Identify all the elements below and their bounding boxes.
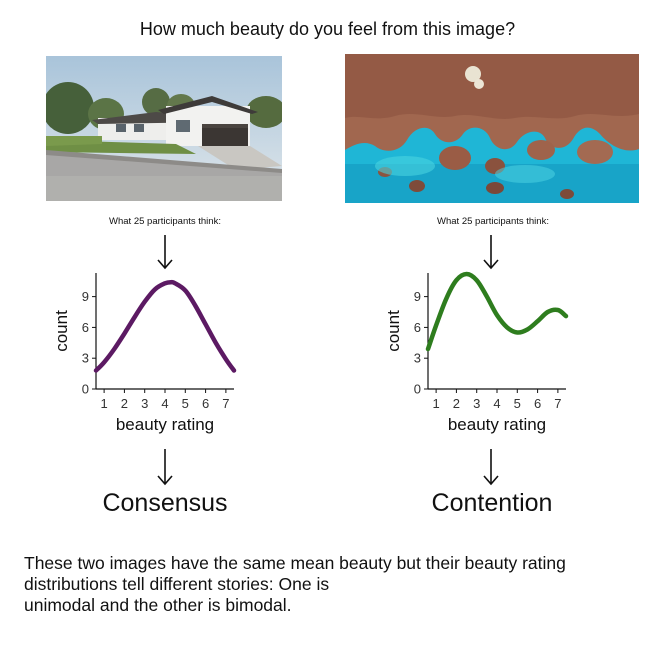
page-title: How much beauty do you feel from this im…: [139, 19, 516, 39]
x-axis-title: beauty rating: [116, 415, 214, 434]
explanation-line-1: These two images have the same mean beau…: [24, 553, 566, 573]
y-tick-label: 0: [82, 382, 89, 397]
y-tick-label: 9: [82, 289, 89, 304]
consensus-label: Consensus: [102, 489, 228, 517]
right-caption: What 25 participants think:: [437, 216, 549, 227]
x-tick-label: 2: [121, 396, 128, 411]
left-down-arrow-icon: [157, 235, 173, 270]
x-tick-label: 5: [514, 396, 521, 411]
y-tick-label: 6: [414, 320, 421, 335]
x-tick-label: 2: [453, 396, 460, 411]
explanation-line-2: distributions tell different stories: On…: [24, 574, 330, 594]
x-tick-label: 5: [182, 396, 189, 411]
y-axis-title: count: [52, 310, 71, 352]
right-down-arrow-icon: [483, 235, 499, 270]
x-tick-label: 7: [222, 396, 229, 411]
density-line: [425, 271, 569, 352]
x-tick-label: 3: [141, 396, 148, 411]
x-tick-label: 6: [534, 396, 541, 411]
explanation-line-3: unimodal and the other is bimodal.: [24, 595, 292, 615]
x-tick-label: 4: [493, 396, 500, 411]
y-tick-label: 9: [414, 289, 421, 304]
left-result-arrow-icon: [157, 449, 173, 486]
y-tick-label: 6: [82, 320, 89, 335]
coral-reef-photo: [345, 54, 639, 203]
x-tick-label: 1: [433, 396, 440, 411]
left-caption: What 25 participants think:: [109, 216, 221, 227]
y-tick-label: 3: [414, 351, 421, 366]
house-photo: [46, 56, 282, 201]
x-tick-label: 1: [101, 396, 108, 411]
x-tick-label: 7: [554, 396, 561, 411]
x-axis-title: beauty rating: [448, 415, 546, 434]
y-tick-label: 3: [82, 351, 89, 366]
x-tick-label: 4: [161, 396, 168, 411]
x-tick-label: 3: [473, 396, 480, 411]
y-tick-label: 0: [414, 382, 421, 397]
right-result-arrow-icon: [483, 449, 499, 486]
y-axis-title: count: [384, 310, 403, 352]
density-line: [93, 279, 237, 373]
x-tick-label: 6: [202, 396, 209, 411]
contention-label: Contention: [431, 489, 553, 517]
explanation-text: These two images have the same mean beau…: [24, 553, 634, 616]
